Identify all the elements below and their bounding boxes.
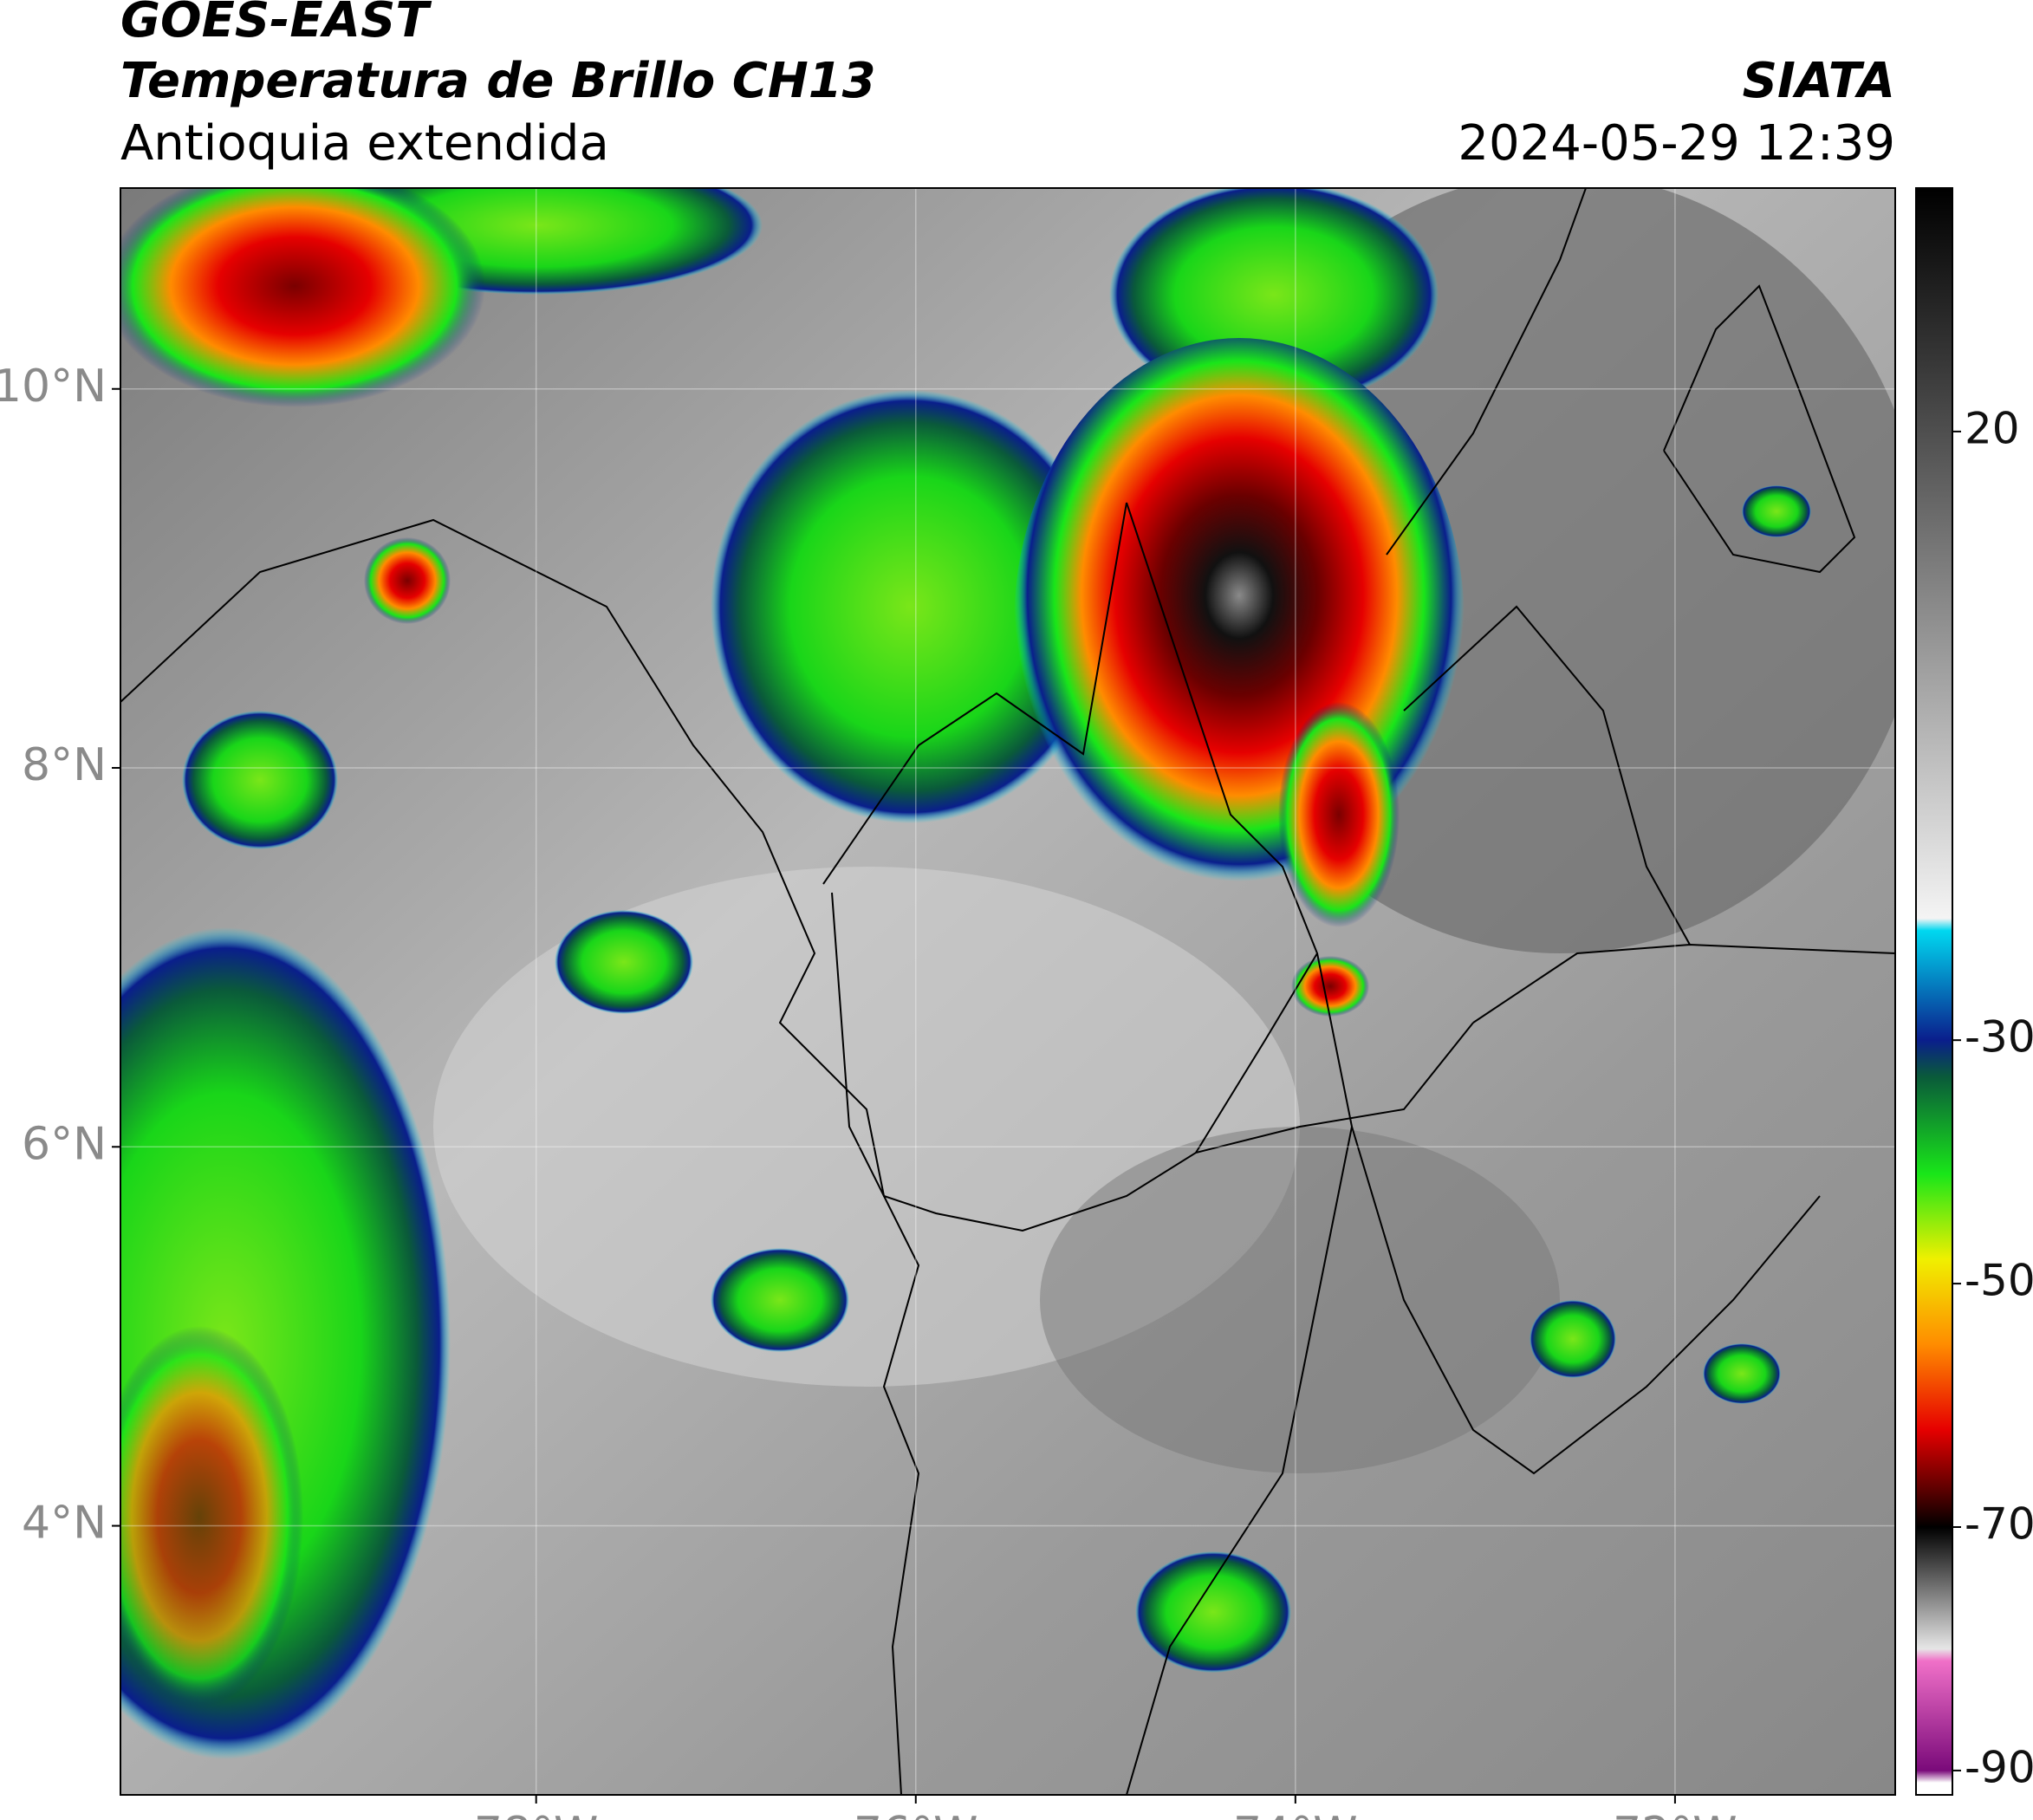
cloud-cluster xyxy=(1530,1300,1616,1378)
convective-cell xyxy=(120,1326,303,1707)
cloud-cluster xyxy=(182,711,338,849)
convective-cell xyxy=(1278,702,1400,927)
graticule: 10°N 8°N 6°N 4°N 78°W 76°W 74°W 72°W xyxy=(0,188,1895,1820)
colorbar-tick-label: 20 xyxy=(1965,403,2020,453)
border-line xyxy=(1403,605,1691,946)
border-line xyxy=(831,892,920,1795)
colorbar: 20 -30 -50 -70 -90 xyxy=(1915,187,2033,1796)
lon-tick-label: 78°W xyxy=(474,1808,599,1820)
lon-tick-label: 74°W xyxy=(1233,1808,1358,1820)
border-line xyxy=(1126,952,1354,1795)
border-line xyxy=(822,502,1127,885)
colorbar-tick-label: -70 xyxy=(1965,1499,2033,1550)
datetime-label: 2024-05-29 12:39 xyxy=(1458,115,1895,172)
convective-cell xyxy=(364,537,451,624)
lat-tick-label: 8°N xyxy=(22,739,107,791)
border-line xyxy=(120,518,1474,1232)
border-line xyxy=(1663,284,1856,574)
cloud-cluster xyxy=(555,910,693,1014)
satellite-image xyxy=(120,188,1895,1795)
lat-tick-label: 10°N xyxy=(0,361,107,413)
colorbar-tick-label: -50 xyxy=(1965,1256,2033,1306)
lon-tick-label: 72°W xyxy=(1613,1808,1737,1820)
source-label: SIATA xyxy=(1743,53,1895,109)
borders xyxy=(120,188,1895,1795)
convective-cell xyxy=(120,188,485,407)
lon-tick-label: 76°W xyxy=(854,1808,978,1820)
cloud-cluster xyxy=(1703,1343,1781,1404)
colorbar-tick-label: -90 xyxy=(1965,1742,2033,1792)
border-line xyxy=(1126,502,1319,1154)
colorbar-scale xyxy=(1915,187,1953,1796)
cloud-cluster xyxy=(1742,485,1811,537)
product-title: Temperatura de Brillo CH13 xyxy=(120,53,876,109)
cloud-cluster xyxy=(1135,1551,1291,1673)
colorbar-tick-label: -30 xyxy=(1965,1012,2033,1063)
lat-tick-label: 4°N xyxy=(22,1498,107,1550)
map-frame xyxy=(120,187,1896,1796)
cloud-cluster xyxy=(711,390,1109,823)
border-line xyxy=(1386,188,1587,556)
border-line xyxy=(1472,943,1895,1024)
border-line xyxy=(1351,1126,1821,1475)
satellite-title: GOES-EAST xyxy=(120,0,432,49)
region-subtitle: Antioquia extendida xyxy=(120,115,609,172)
cloud-cluster xyxy=(711,1248,849,1352)
convective-cell xyxy=(1291,956,1369,1017)
lat-tick-label: 6°N xyxy=(22,1118,107,1170)
warm-area xyxy=(1040,1127,1560,1473)
